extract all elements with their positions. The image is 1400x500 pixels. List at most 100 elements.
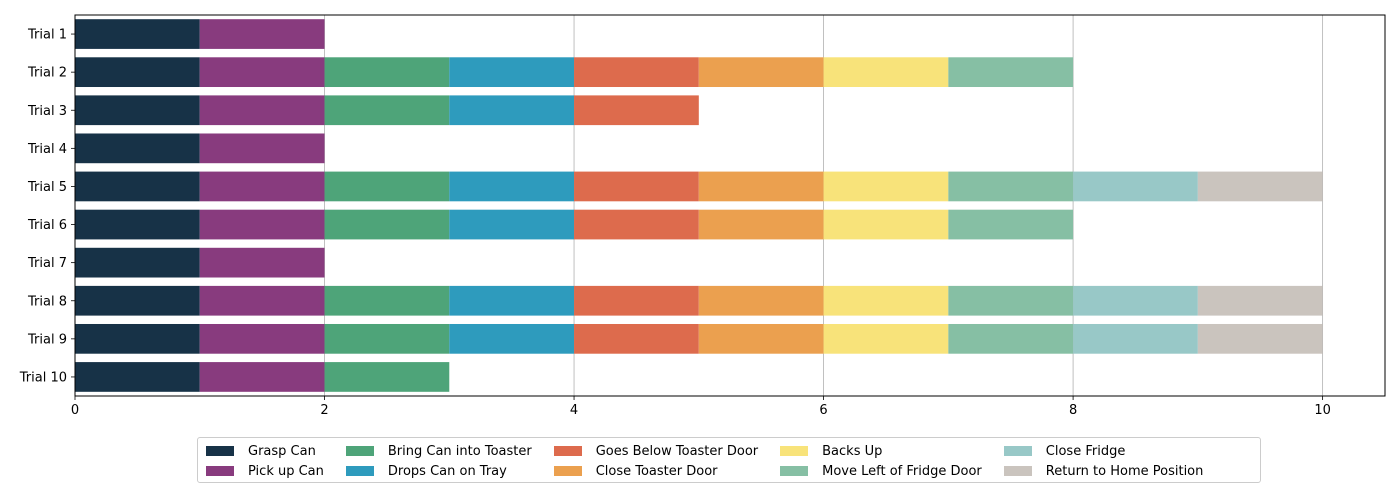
bar-segment xyxy=(75,95,200,126)
bar-segment xyxy=(75,323,200,354)
bar-segment xyxy=(1197,323,1323,354)
bar-segment xyxy=(698,209,824,240)
bar-segment xyxy=(574,57,699,88)
legend-label: Return to Home Position xyxy=(1045,463,1204,479)
legend-label: Drops Can on Tray xyxy=(387,463,507,479)
bar-segment xyxy=(75,57,200,88)
bar-segment xyxy=(574,95,699,126)
bar-segment xyxy=(1197,171,1323,202)
legend-label: Backs Up xyxy=(822,443,883,459)
bar-segment xyxy=(199,209,325,240)
bar-segment xyxy=(698,285,824,316)
bar-segment xyxy=(199,19,325,49)
bar-segment xyxy=(574,171,699,202)
bar-segment xyxy=(948,171,1074,202)
bar-segment xyxy=(199,95,325,126)
legend-swatch xyxy=(345,466,374,476)
bar-segment xyxy=(698,171,824,202)
legend: Grasp Can Pick up Can Bring Can into Toast… xyxy=(197,437,1261,483)
bar-segment xyxy=(948,209,1074,240)
legend-swatch xyxy=(553,466,582,476)
y-tick-label: Trial 7 xyxy=(27,256,67,271)
y-tick-label: Trial 3 xyxy=(27,104,67,119)
bar-segment xyxy=(1073,323,1198,354)
y-tick-label: Trial 5 xyxy=(27,180,67,195)
bar-segment xyxy=(948,323,1074,354)
legend-item: Bring Can into Toaster xyxy=(345,441,532,461)
bar-segment xyxy=(449,209,575,240)
bar-segment xyxy=(948,285,1074,316)
legend-label: Close Toaster Door xyxy=(595,463,718,479)
y-tick-label: Trial 9 xyxy=(27,332,67,347)
bar-segment xyxy=(574,209,699,240)
legend-swatch xyxy=(1003,466,1032,476)
bar-segment xyxy=(823,57,949,88)
bar-segment xyxy=(449,57,575,88)
bar-segment xyxy=(324,95,450,126)
x-tick-label: 2 xyxy=(320,403,328,418)
bar-segment xyxy=(324,57,450,88)
bar-segment xyxy=(75,19,200,49)
x-tick-label: 0 xyxy=(71,403,79,418)
bar-segment xyxy=(75,362,200,392)
legend-swatch xyxy=(206,466,234,476)
bar-segment xyxy=(449,95,575,126)
legend-swatch xyxy=(553,446,582,456)
bar-segment xyxy=(324,209,450,240)
x-tick-label: 6 xyxy=(819,403,827,418)
legend-swatch xyxy=(780,466,809,476)
x-tick-label: 8 xyxy=(1069,403,1077,418)
bar-segment xyxy=(199,57,325,88)
legend-item: Close Fridge xyxy=(1003,441,1204,461)
bar-segment xyxy=(75,171,200,202)
bar-segment xyxy=(948,57,1074,88)
bar-segment xyxy=(1073,171,1198,202)
legend-label: Grasp Can xyxy=(248,443,316,459)
legend-label: Goes Below Toaster Door xyxy=(595,443,759,459)
legend-label: Pick up Can xyxy=(248,463,324,479)
legend-item: Backs Up xyxy=(780,441,982,461)
bar-segment xyxy=(199,285,325,316)
bar-segment xyxy=(823,171,949,202)
legend-label: Bring Can into Toaster xyxy=(387,443,532,459)
legend-swatch xyxy=(206,446,234,456)
legend-label: Move Left of Fridge Door xyxy=(822,463,982,479)
legend-item: Goes Below Toaster Door xyxy=(553,441,759,461)
bar-segment xyxy=(75,247,200,278)
bar-segment xyxy=(574,323,699,354)
legend-item: Move Left of Fridge Door xyxy=(780,461,982,481)
bar-segment xyxy=(449,285,575,316)
bar-segment xyxy=(324,285,450,316)
y-tick-label: Trial 2 xyxy=(27,66,67,81)
bar-segment xyxy=(1197,285,1323,316)
legend-item: Drops Can on Tray xyxy=(345,461,532,481)
bar-segment xyxy=(823,323,949,354)
bar-segment xyxy=(324,323,450,354)
bar-segment xyxy=(75,209,200,240)
y-tick-label: Trial 8 xyxy=(27,294,67,309)
x-tick-label: 4 xyxy=(570,403,578,418)
legend-item: Close Toaster Door xyxy=(553,461,758,481)
y-tick-label: Trial 6 xyxy=(27,218,67,233)
plot-area-frame xyxy=(74,14,1386,397)
bar-segment xyxy=(75,133,200,164)
legend-label: Close Fridge xyxy=(1045,443,1126,459)
legend-swatch xyxy=(1003,446,1032,456)
bar-segment xyxy=(823,209,949,240)
bar-segment xyxy=(698,323,824,354)
bar-segment xyxy=(823,285,949,316)
legend-item: Grasp Can xyxy=(206,441,324,461)
bar-segment xyxy=(199,247,325,278)
y-tick-label: Trial 10 xyxy=(19,370,67,385)
bar-segment xyxy=(698,57,824,88)
bar-segment xyxy=(449,323,575,354)
bar-segment xyxy=(324,171,450,202)
y-tick-label: Trial 1 xyxy=(27,28,67,43)
bar-segment xyxy=(1073,285,1198,316)
bar-segment xyxy=(199,323,325,354)
y-tick-label: Trial 4 xyxy=(27,142,67,157)
bar-segment xyxy=(324,362,450,392)
bar-segment xyxy=(199,362,325,392)
bar-segment xyxy=(75,285,200,316)
